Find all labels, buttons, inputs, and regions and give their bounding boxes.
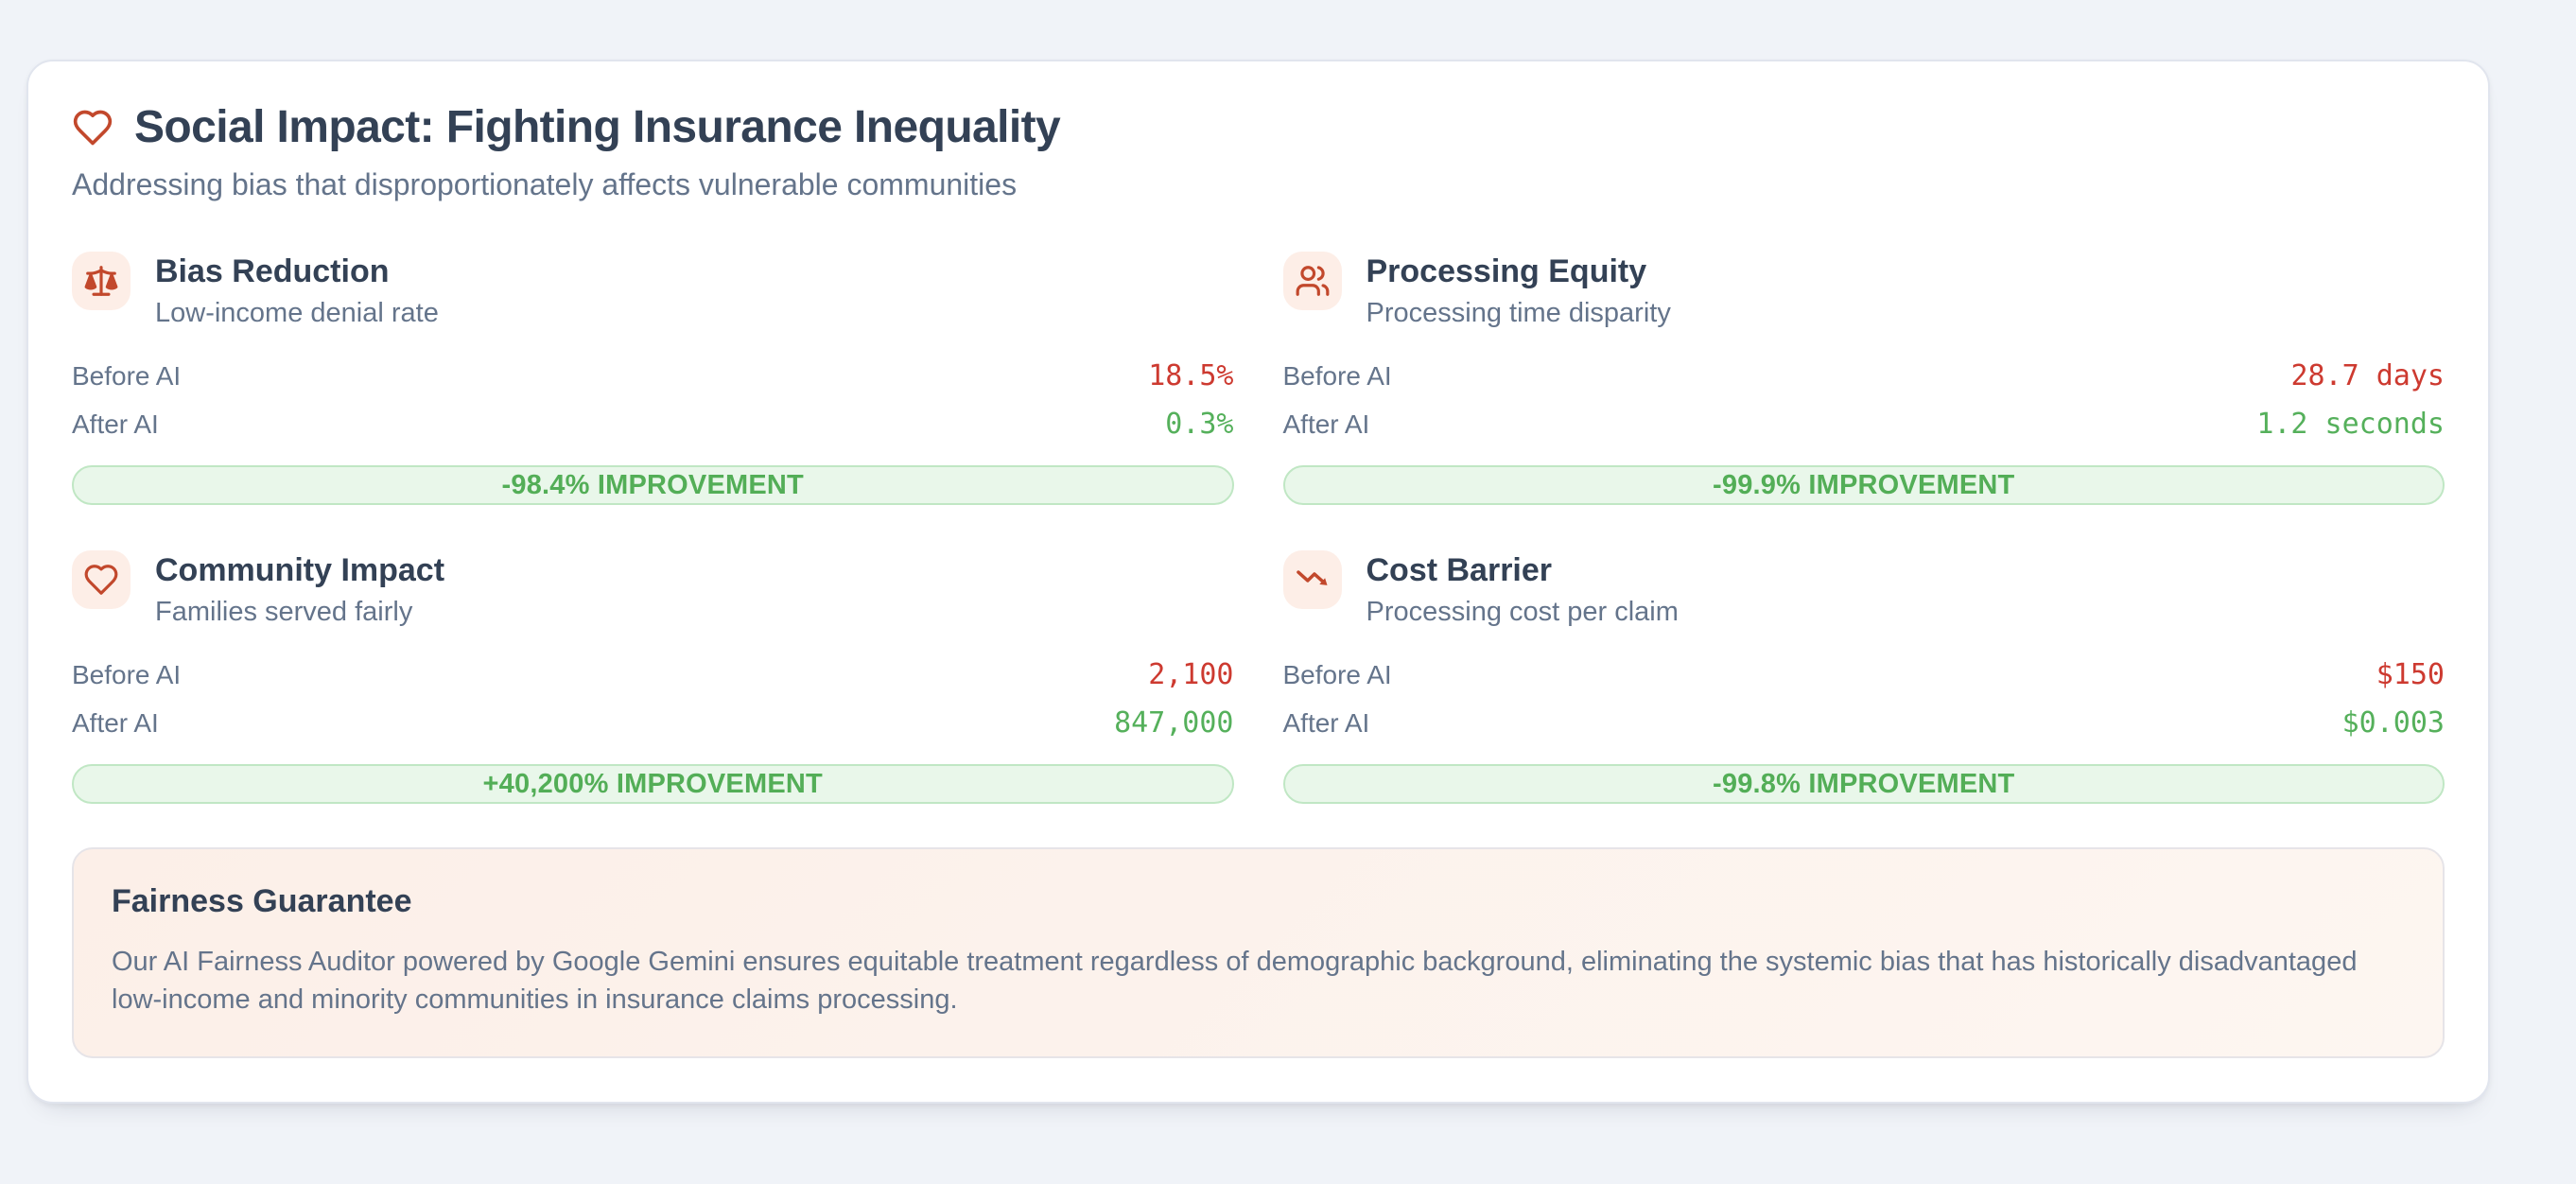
improvement-badge: -98.4% IMPROVEMENT (72, 465, 1234, 505)
metric-subtitle: Processing time disparity (1366, 298, 1671, 328)
page-header: Social Impact: Fighting Insurance Inequa… (72, 103, 2445, 152)
after-row: After AI 1.2 seconds (1283, 408, 2445, 441)
after-value: 847,000 (1114, 706, 1234, 740)
metric-header: Processing Equity Processing time dispar… (1282, 252, 2445, 329)
heart-icon (72, 107, 113, 148)
after-label: After AI (72, 409, 159, 439)
after-row: After AI 0.3% (72, 408, 1234, 441)
page-subtitle: Addressing bias that disproportionately … (72, 167, 1018, 201)
metric-title: Processing Equity (1366, 253, 1647, 289)
metric-card-bias-reduction: Bias Reduction Low-income denial rate Be… (72, 252, 1234, 505)
metric-header: Bias Reduction Low-income denial rate (72, 252, 1234, 329)
improvement-badge: -99.8% IMPROVEMENT (1282, 764, 2445, 804)
trending-down-icon (1282, 550, 1342, 609)
before-value: $150 (2376, 658, 2445, 691)
before-row: Before AI 28.7 days (1283, 359, 2445, 392)
improvement-badge: -99.9% IMPROVEMENT (1282, 465, 2445, 505)
before-label: Before AI (1282, 659, 1392, 689)
metric-subtitle: Processing cost per claim (1366, 597, 1679, 627)
metric-header: Community Impact Families served fairly (72, 550, 1234, 628)
before-value: 28.7 days (2290, 359, 2445, 392)
before-row: Before AI $150 (1283, 658, 2445, 691)
page-title: Social Impact: Fighting Insurance Inequa… (134, 102, 1061, 152)
fairness-title: Fairness Guarantee (112, 883, 412, 919)
before-value: 18.5% (1148, 359, 1234, 392)
after-row: After AI $0.003 (1283, 706, 2445, 740)
heart-icon (72, 550, 131, 609)
before-label: Before AI (72, 659, 182, 689)
social-impact-card: Social Impact: Fighting Insurance Inequa… (26, 60, 2490, 1104)
metric-card-cost-barrier: Cost Barrier Processing cost per claim B… (1282, 550, 2445, 804)
metric-subtitle: Families served fairly (155, 597, 413, 627)
improvement-badge: +40,200% IMPROVEMENT (72, 764, 1234, 804)
metric-title: Bias Reduction (155, 253, 390, 289)
before-label: Before AI (1282, 360, 1392, 391)
after-value: 1.2 seconds (2256, 408, 2445, 441)
before-value: 2,100 (1148, 658, 1234, 691)
fairness-guarantee-panel: Fairness Guarantee Our AI Fairness Audit… (72, 847, 2445, 1058)
metric-title: Community Impact (155, 552, 445, 588)
metrics-grid: Bias Reduction Low-income denial rate Be… (72, 252, 2445, 804)
after-label: After AI (72, 707, 159, 738)
scale-icon (72, 252, 131, 310)
metric-card-community-impact: Community Impact Families served fairly … (72, 550, 1234, 804)
fairness-body: Our AI Fairness Auditor powered by Googl… (112, 947, 2358, 1015)
metric-card-processing-equity: Processing Equity Processing time dispar… (1282, 252, 2445, 505)
metric-subtitle: Low-income denial rate (155, 298, 439, 328)
after-value: 0.3% (1165, 408, 1234, 441)
users-icon (1282, 252, 1342, 310)
before-row: Before AI 18.5% (72, 359, 1234, 392)
metric-header: Cost Barrier Processing cost per claim (1282, 550, 2445, 628)
after-label: After AI (1282, 707, 1370, 738)
after-value: $0.003 (2341, 706, 2445, 740)
after-label: After AI (1282, 409, 1370, 439)
before-label: Before AI (72, 360, 182, 391)
before-row: Before AI 2,100 (72, 658, 1234, 691)
metric-title: Cost Barrier (1366, 552, 1553, 588)
after-row: After AI 847,000 (72, 706, 1234, 740)
